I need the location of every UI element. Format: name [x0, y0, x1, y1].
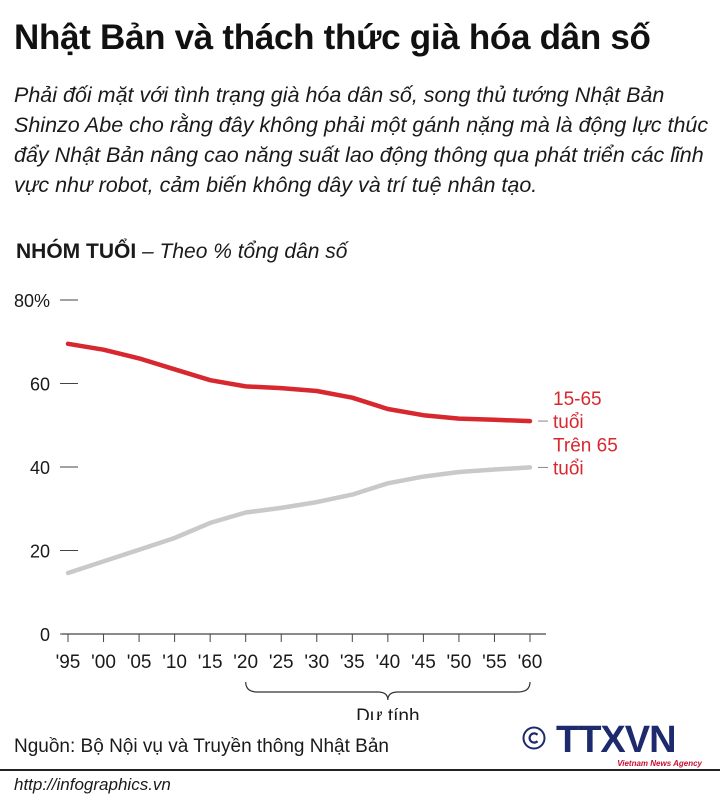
x-tick-label: '00 — [91, 652, 116, 673]
footer-url[interactable]: http://infographics.vn — [14, 775, 171, 794]
x-tick-label: '50 — [447, 652, 472, 673]
section-label-italic: – Theo % tổng dân số — [136, 240, 348, 263]
x-tick-label: '60 — [518, 652, 543, 673]
logo-subtext: Vietnam News Agency — [617, 759, 702, 768]
x-tick-label: '95 — [56, 652, 81, 673]
x-tick-label: '40 — [375, 652, 400, 673]
projection-label: Dự tính — [356, 706, 419, 720]
footer-bar — [0, 769, 720, 801]
copyright-icon — [522, 726, 546, 750]
series-label: tuổi — [553, 458, 584, 479]
section-label-bold: NHÓM TUỔI — [16, 240, 137, 263]
y-tick-label: 0 — [40, 625, 50, 645]
series-label: 15-65 — [553, 389, 602, 410]
logo-text: TTXVN — [556, 719, 677, 761]
x-tick-label: '10 — [162, 652, 187, 673]
series-line — [65, 341, 533, 424]
series-line — [65, 465, 533, 576]
x-tick-label: '45 — [411, 652, 436, 673]
x-tick-label: '35 — [340, 652, 365, 673]
series-label: tuổi — [553, 412, 584, 433]
source-note: Nguồn: Bộ Nội vụ và Truyền thông Nhật Bả… — [14, 736, 389, 757]
x-tick-label: '30 — [304, 652, 329, 673]
y-tick-label: 20 — [30, 542, 50, 562]
y-tick-label: 60 — [30, 375, 50, 395]
x-tick-label: '20 — [233, 652, 258, 673]
chart-section-label: NHÓM TUỔI – Theo % tổng dân số — [16, 240, 347, 264]
x-tick-label: '25 — [269, 652, 294, 673]
x-tick-label: '15 — [198, 652, 223, 673]
y-tick-label: 40 — [30, 458, 50, 478]
line-chart: 80% 60 40 20 0 '95 '00 '05 '10 '15 '20 '25 '30 '35 '40… — [14, 291, 618, 720]
ttxvn-logo: TTXVN Vietnam News Agency — [556, 719, 706, 768]
y-tick-label: 80% — [14, 291, 50, 311]
x-tick-label: '05 — [127, 652, 152, 673]
page-subtitle: Phải đối mặt với tình trạng già hóa dân … — [14, 83, 709, 197]
page-title: Nhật Bản và thách thức già hóa dân số — [14, 18, 651, 57]
projection-bracket — [245, 681, 531, 701]
series-label: Trên 65 — [553, 435, 618, 456]
x-tick-label: '55 — [482, 652, 507, 673]
